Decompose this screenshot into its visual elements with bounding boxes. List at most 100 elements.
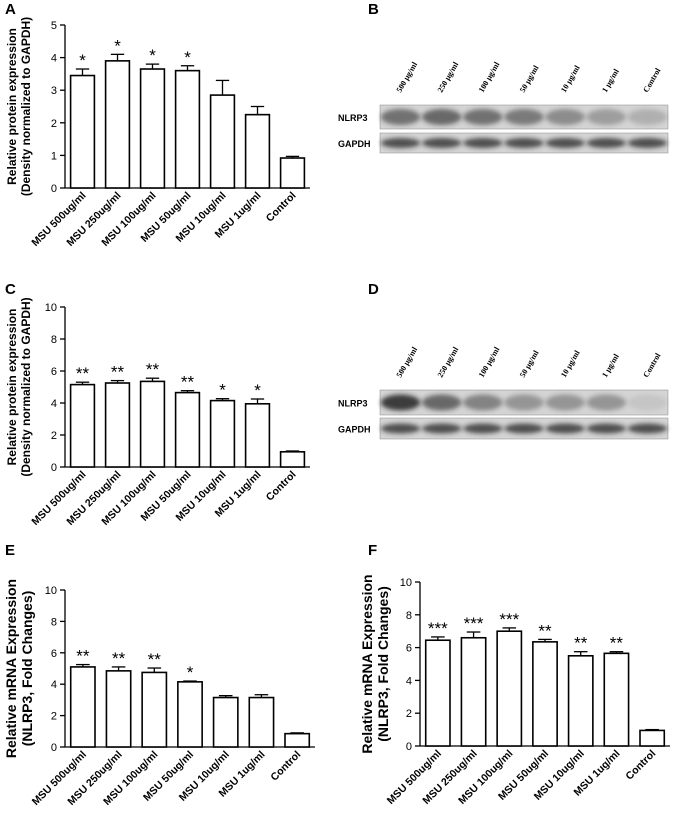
y-tick-label: 0	[51, 183, 57, 195]
bar	[139, 68, 166, 189]
blot-band	[504, 138, 544, 148]
significance: **	[76, 647, 90, 666]
blot-lane-label: Control	[641, 351, 662, 379]
bar	[69, 383, 96, 468]
bar	[532, 641, 558, 747]
significance: *	[149, 46, 156, 65]
bar	[279, 157, 306, 189]
significance: **	[112, 649, 126, 668]
x-tick-label: Control	[264, 190, 299, 225]
y-tick-label: 8	[406, 610, 412, 622]
bar	[244, 402, 271, 468]
blot-lane-label: 100 μg/ml	[477, 345, 502, 379]
bar	[284, 732, 311, 748]
blot-lane-label: 500 μg/ml	[395, 345, 420, 379]
bar	[209, 399, 236, 468]
blot-band	[380, 109, 421, 125]
blot-band	[586, 423, 627, 434]
significance: *	[114, 36, 121, 55]
significance: **	[148, 650, 162, 669]
blot-band	[421, 109, 462, 125]
significance: *	[219, 381, 226, 400]
bar	[69, 74, 96, 189]
blot-band	[545, 109, 585, 125]
blot-band	[421, 423, 462, 434]
y-axis-label: Relative mRNA Expression	[359, 574, 375, 753]
y-tick-label: 2	[51, 118, 57, 130]
significance: *	[187, 663, 194, 682]
y-axis-label: (NLRP3, Fold Changes)	[19, 591, 35, 747]
bar	[244, 113, 271, 189]
y-tick-label: 0	[51, 742, 57, 754]
bar	[248, 696, 275, 748]
blot-lane-label: 1 μg/ml	[600, 352, 621, 379]
bar	[496, 630, 523, 747]
bar	[212, 696, 239, 748]
blot-band	[463, 138, 503, 148]
y-tick-label: 2	[51, 711, 57, 723]
blot-band	[545, 394, 585, 411]
y-axis-label: (NLRP3, Fold Changes)	[375, 586, 391, 742]
blot-band	[627, 394, 668, 411]
blot-band	[421, 394, 462, 411]
y-tick-label: 0	[51, 462, 57, 474]
blot-lane-label: 500 μg/ml	[395, 60, 420, 94]
significance: **	[538, 621, 552, 640]
blot-lane-label: 10 μg/ml	[559, 348, 582, 379]
blot-band	[421, 138, 462, 148]
bar	[279, 450, 306, 468]
x-tick-label: Control	[623, 748, 658, 783]
significance: *	[254, 381, 261, 400]
bar	[177, 681, 203, 748]
blot-band	[504, 423, 544, 434]
blot-band	[545, 138, 585, 148]
bar	[69, 666, 96, 748]
blot-lane-label: 50 μg/ml	[518, 63, 541, 94]
blot-row-label: NLRP3	[338, 399, 368, 409]
significance: **	[111, 363, 125, 382]
y-tick-label: 0	[406, 741, 412, 753]
significance: **	[146, 360, 160, 379]
bar	[105, 670, 132, 748]
y-tick-label: 1	[51, 150, 57, 162]
significance: **	[76, 364, 90, 383]
blot-band	[586, 109, 627, 125]
y-axis-label: Relative mRNA Expression	[3, 579, 19, 758]
y-tick-label: 2	[406, 708, 412, 720]
blot-lane-label: 100 μg/ml	[477, 60, 502, 94]
blot-band	[380, 138, 421, 148]
y-tick-label: 5	[51, 20, 57, 32]
y-tick-label: 3	[51, 85, 57, 97]
y-tick-label: 4	[51, 53, 57, 65]
blot-lane-label: 250 μg/ml	[436, 60, 461, 94]
significance: **	[574, 634, 588, 653]
y-tick-label: 4	[51, 398, 57, 410]
bar	[139, 380, 166, 468]
blot-lane-label: Control	[641, 66, 662, 94]
y-axis-label: (Density normalized to GAPDH)	[19, 17, 33, 196]
blot-band	[545, 423, 585, 434]
blot-lane-label: 1 μg/ml	[600, 67, 621, 94]
blot-row-label: NLRP3	[338, 113, 368, 123]
blot-band	[463, 423, 503, 434]
y-tick-label: 8	[51, 334, 57, 346]
y-tick-label: 6	[406, 643, 412, 655]
bar	[567, 654, 594, 747]
bar	[104, 382, 131, 468]
bar	[174, 69, 201, 189]
blot-band	[463, 109, 503, 125]
blot-band	[463, 394, 503, 411]
panel-letter: E	[5, 542, 15, 559]
blot-band	[627, 138, 668, 148]
bar	[104, 60, 131, 189]
y-axis-label: Relative protein expression	[5, 309, 19, 466]
y-tick-label: 6	[51, 648, 57, 660]
bar	[141, 671, 168, 748]
significance: ***	[464, 614, 484, 633]
bar	[174, 391, 201, 468]
significance: **	[610, 634, 624, 653]
blot-band	[504, 109, 544, 125]
y-tick-label: 4	[51, 679, 57, 691]
blot-band	[627, 423, 668, 434]
y-tick-label: 2	[51, 430, 57, 442]
